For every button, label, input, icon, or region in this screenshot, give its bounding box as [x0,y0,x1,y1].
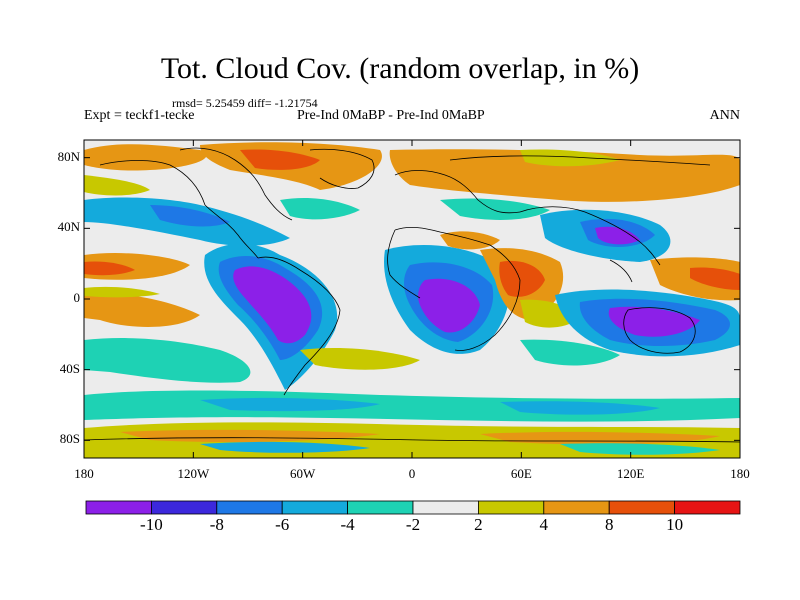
colorbar-swatch [216,500,283,515]
colorbar-swatch [543,500,610,515]
page-title: Tot. Cloud Cov. (random overlap, in %) [160,52,640,85]
cloud-anomaly-field [84,140,740,458]
season-label: ANN [709,108,740,123]
colorbar-swatch [85,500,152,515]
lon-tick-label: 60W [290,466,316,481]
colorbar-swatch [674,500,741,515]
colorbar-swatch [608,500,676,515]
colorbar-label: 2 [474,515,483,534]
coastlines [84,147,740,443]
colorbar-label: 8 [604,515,614,534]
lon-tick-label: 120W [177,466,210,481]
lon-tick-label: 60E [510,466,532,481]
colorbar-label: 10 [666,515,684,534]
colorbar-label: 4 [539,515,549,534]
colorbar-swatch [281,500,349,515]
colorbar [85,500,741,515]
colorbar-swatch [412,500,479,515]
colorbar-label: -6 [275,515,290,534]
axis-ticks [83,140,741,458]
colorbar-label: -8 [209,515,224,534]
lon-tick-label: 0 [408,466,416,481]
colorbar-label: -10 [140,515,163,534]
lon-tick-label: 120E [616,466,645,481]
lon-tick-label: 180 [730,466,750,481]
lat-tick-label: 40S [59,360,80,376]
experiment-label: Expt = teckf1-tecke [84,108,195,123]
lat-tick-label: 0 [73,290,81,305]
colorbar-swatch [477,500,545,515]
colorbar-label: -2 [405,515,421,534]
lat-tick-label: 40N [57,219,80,235]
comparison-label: Pre-Ind 0MaBP - Pre-Ind 0MaBP [297,108,485,123]
colorbar-swatch [347,500,414,515]
colorbar-label: -4 [340,515,355,534]
lat-tick-label: 80N [57,148,80,164]
stats-line: rmsd= 5.25459 diff= -1.21754 [172,96,318,110]
lat-tick-label: 80S [59,431,80,447]
colorbar-swatch [150,500,218,515]
lon-tick-label: 180 [74,466,94,481]
